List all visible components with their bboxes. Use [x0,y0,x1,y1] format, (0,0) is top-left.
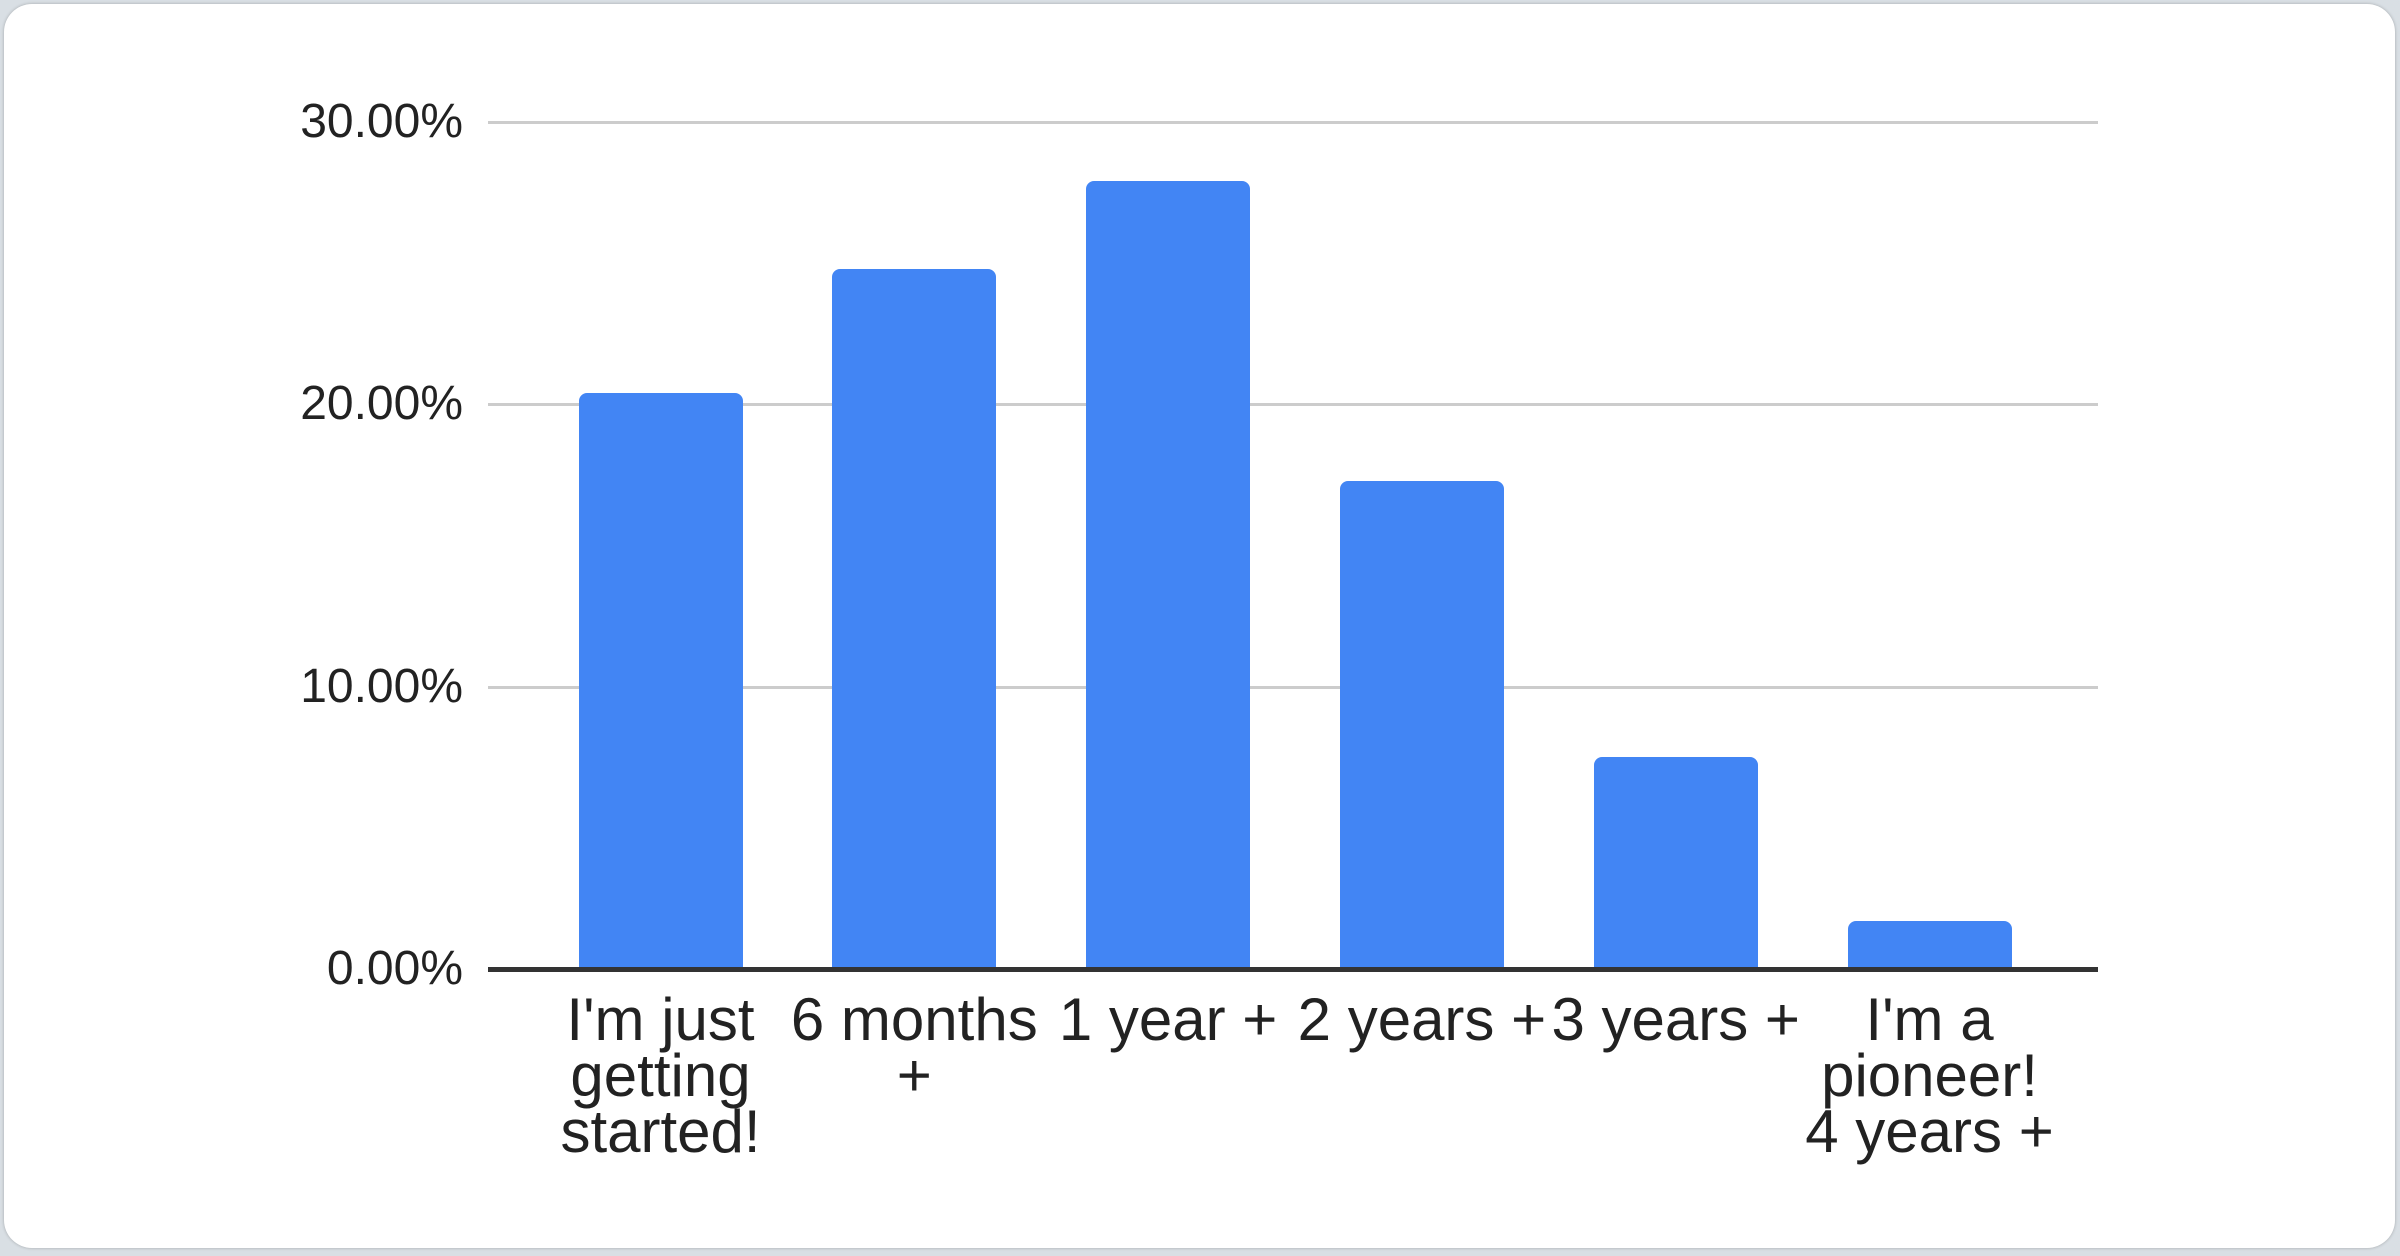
bar [578,393,743,969]
x-axis-category-label: 3 years + [1551,986,1800,1053]
x-axis-baseline [488,967,2098,972]
y-axis-tick-label: 30.00% [300,95,463,148]
y-axis-tick-label: 10.00% [300,659,463,713]
x-axis-category-label: I'm a pioneer! 4 years + [1805,986,2054,1165]
y-axis-tick-label: 20.00% [300,377,463,431]
x-axis-category-label: 1 year + [1058,986,1278,1053]
x-axis-category-label: 2 years + [1297,986,1547,1053]
bar [1339,480,1504,969]
bar [1593,757,1758,969]
x-axis-category-label: 6 months + [790,986,1038,1109]
bar [1847,921,2012,969]
gridline [488,121,2098,124]
gridline [488,685,2098,689]
gridline [488,403,2098,407]
bar [1086,181,1251,969]
x-axis-category-label: I'm just getting started! [560,986,761,1165]
bar [832,268,997,969]
y-axis-tick-label: 0.00% [326,942,463,995]
